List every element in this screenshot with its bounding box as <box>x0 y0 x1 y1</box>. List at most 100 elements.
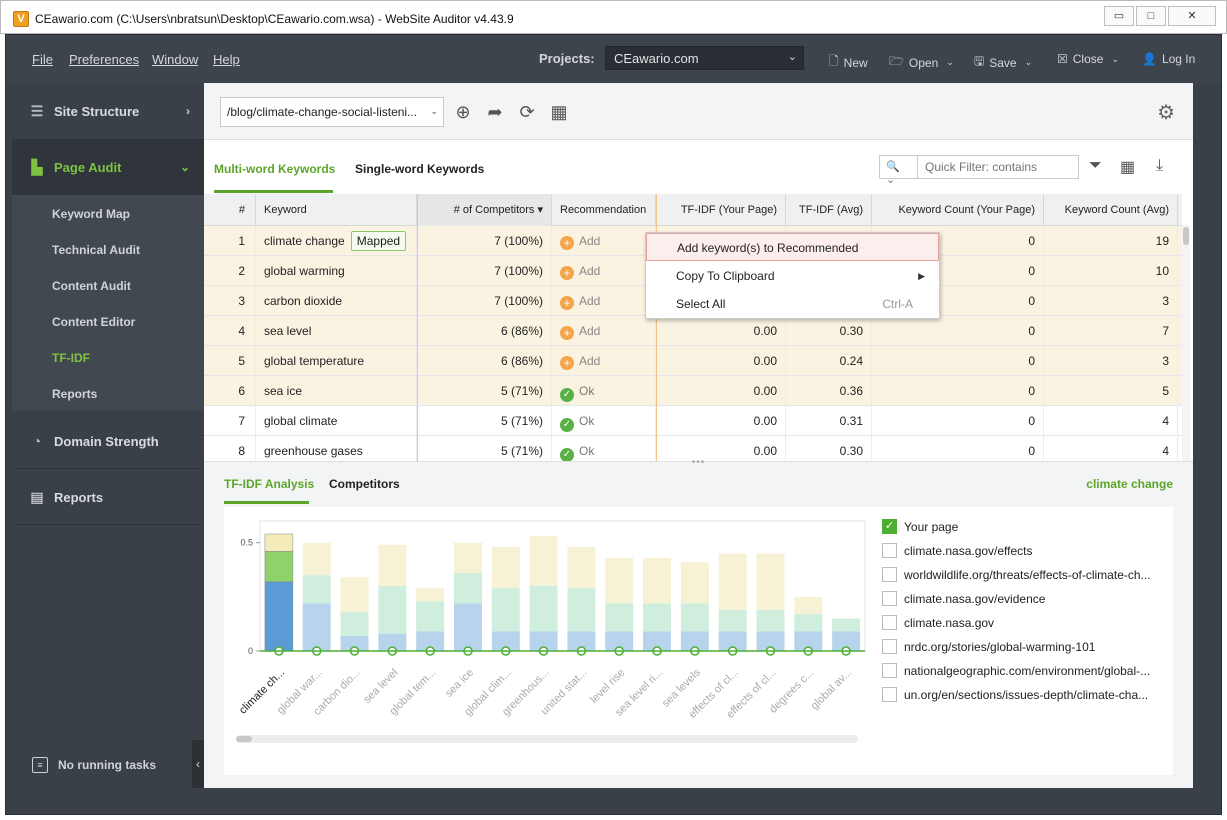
new-button[interactable]: 🗋 New <box>829 52 868 73</box>
chevron-down-icon[interactable]: ⌄ <box>946 57 954 67</box>
filter-funnel-icon[interactable]: ⏷ <box>1089 157 1102 174</box>
legend-label: climate.nasa.gov <box>904 615 995 630</box>
cell-number-value: 4 <box>238 324 245 338</box>
recommendation-label[interactable]: Ok <box>579 444 595 458</box>
legend-label: worldwildlife.org/threats/effects-of-cli… <box>904 567 1151 582</box>
collapse-sidebar-button[interactable]: ‹ <box>192 740 204 788</box>
legend-checkbox[interactable] <box>882 615 897 630</box>
cell-count-page-value: 0 <box>1028 294 1035 308</box>
scrollbar-thumb[interactable] <box>1183 227 1189 245</box>
columns-grid-icon[interactable]: ▦ <box>1120 159 1136 176</box>
col-header-count-page[interactable]: Keyword Count (Your Page) <box>872 194 1044 226</box>
legend-item[interactable]: climate.nasa.gov <box>882 615 1172 630</box>
table-row[interactable]: 6 sea ice 5 (71%) ✓ Ok 0.00 0.36 0 5 <box>204 376 1182 406</box>
recommendation-label[interactable]: Ok <box>579 414 595 428</box>
chevron-down-icon[interactable]: ⌄ <box>1111 53 1119 64</box>
cell-tfidf-avg-value: 0.30 <box>839 324 863 338</box>
legend-checkbox[interactable] <box>882 639 897 654</box>
menu-item-select-all[interactable]: Select All Ctrl-A <box>646 290 939 318</box>
legend-checkbox[interactable] <box>882 543 897 558</box>
table-row[interactable]: 5 global temperature 6 (86%) + Add 0.00 0.24 0 3 <box>204 346 1182 376</box>
login-button[interactable]: 👤 Log In <box>1142 52 1195 66</box>
filter-mode-dropdown[interactable]: 🔍 ⌄ <box>879 155 917 186</box>
tab-multi-word-keywords[interactable]: Multi-word Keywords <box>214 162 336 176</box>
legend-item[interactable]: un.org/en/sections/issues-depth/climate-… <box>882 687 1172 702</box>
x-tick-label: level rise <box>588 667 627 706</box>
quick-filter-input[interactable] <box>917 155 1079 179</box>
legend-checkbox[interactable] <box>882 591 897 606</box>
recommendation-label[interactable]: Add <box>579 354 601 368</box>
pane-splitter[interactable]: ••• <box>204 458 1193 468</box>
table-scrollbar[interactable] <box>1182 225 1190 461</box>
sidebar-item-domain-strength[interactable]: ◔ Domain Strength <box>12 413 204 469</box>
open-button[interactable]: 🗁 Open ⌄ <box>889 52 954 73</box>
scrollbar-thumb[interactable] <box>236 736 252 742</box>
legend-checkbox[interactable] <box>882 663 897 678</box>
gear-icon[interactable]: ⚙ <box>1157 102 1175 124</box>
cell-competitors: 5 (71%) <box>417 406 552 436</box>
project-select[interactable]: CEawario.com ⌄ <box>605 46 804 70</box>
col-header-tfidf-avg[interactable]: TF-IDF (Avg) <box>786 194 872 226</box>
tab-tfidf-analysis[interactable]: TF-IDF Analysis <box>224 477 315 491</box>
table-row[interactable]: 4 sea level 6 (86%) + Add 0.00 0.30 0 7 <box>204 316 1182 346</box>
sidebar-item-tf-idf[interactable]: TF-IDF <box>52 351 90 365</box>
refresh-icon[interactable]: ⟳ <box>519 102 535 122</box>
cell-recommendation: ✓ Ok <box>552 376 656 406</box>
col-header-number[interactable]: # <box>204 194 256 226</box>
menu-item-copy-to-clipboard[interactable]: Copy To Clipboard ▶ <box>646 262 939 290</box>
col-header-count-avg[interactable]: Keyword Count (Avg) <box>1044 194 1178 226</box>
legend-checkbox[interactable]: ✓ <box>882 519 897 534</box>
bar-segment-yellow <box>605 557 634 604</box>
add-circle-icon[interactable]: ⊕ <box>455 102 471 122</box>
legend-item[interactable]: worldwildlife.org/threats/effects-of-cli… <box>882 567 1172 582</box>
menu-item-add-to-recommended[interactable]: Add keyword(s) to Recommended <box>646 233 939 261</box>
sidebar-item-content-audit[interactable]: Content Audit <box>52 279 131 293</box>
sidebar-item-page-audit[interactable]: ▙ Page Audit ⌄ <box>12 139 204 195</box>
legend-checkbox[interactable] <box>882 687 897 702</box>
recommendation-label[interactable]: Add <box>579 294 601 308</box>
sidebar-item-site-structure[interactable]: ☰ Site Structure › <box>12 83 204 139</box>
recommendation-label[interactable]: Add <box>579 234 601 248</box>
legend-checkbox[interactable] <box>882 567 897 582</box>
tab-competitors[interactable]: Competitors <box>329 477 400 491</box>
maximize-button[interactable]: □ <box>1136 6 1166 26</box>
menu-window[interactable]: Window <box>152 52 199 67</box>
tab-single-word-keywords[interactable]: Single-word Keywords <box>355 162 485 176</box>
sidebar-item-keyword-map[interactable]: Keyword Map <box>52 207 131 221</box>
table-row[interactable]: 7 global climate 5 (71%) ✓ Ok 0.00 0.31 0 4 <box>204 406 1182 436</box>
chart-scrollbar[interactable] <box>236 735 858 743</box>
save-button[interactable]: 🖫 Save ⌄ <box>974 52 1032 73</box>
col-header-recommendation[interactable]: Recommendation <box>552 194 656 226</box>
bar-segment-blue <box>453 603 482 651</box>
sidebar-item-technical-audit[interactable]: Technical Audit <box>52 243 141 257</box>
menu-preferences[interactable]: Preferences <box>69 52 140 67</box>
chevron-down-icon[interactable]: ⌄ <box>1024 57 1033 67</box>
page-url-select[interactable]: /blog/climate-change-social-listeni... ⌄ <box>220 97 444 127</box>
legend-item[interactable]: nrdc.org/stories/global-warming-101 <box>882 639 1172 654</box>
legend-item[interactable]: ✓ Your page <box>882 519 1172 534</box>
legend-item[interactable]: nationalgeographic.com/environment/globa… <box>882 663 1172 678</box>
sidebar-item-reports[interactable]: ▤ Reports <box>12 469 204 525</box>
legend-item[interactable]: climate.nasa.gov/evidence <box>882 591 1172 606</box>
sidebar-item-content-editor[interactable]: Content Editor <box>52 315 136 329</box>
recommendation-label[interactable]: Add <box>579 324 601 338</box>
minimize-button[interactable]: ▭ <box>1104 6 1134 26</box>
menu-item-label: Add keyword(s) to Recommended <box>677 241 859 255</box>
col-header-competitors[interactable]: # of Competitors ▾ <box>417 194 552 226</box>
recommendation-label[interactable]: Ok <box>579 384 595 398</box>
col-header-tfidf-page[interactable]: TF-IDF (Your Page) <box>656 194 786 226</box>
share-arrow-icon[interactable]: ➦ <box>487 102 503 122</box>
menu-file[interactable]: File <box>32 52 53 67</box>
task-status[interactable]: ≡ No running tasks <box>32 757 156 773</box>
menu-help[interactable]: Help <box>213 52 240 67</box>
project-select-value: CEawario.com <box>614 51 699 66</box>
legend-item[interactable]: climate.nasa.gov/effects <box>882 543 1172 558</box>
cell-number-value: 5 <box>238 354 245 368</box>
col-header-keyword[interactable]: Keyword <box>256 194 417 226</box>
download-icon[interactable]: ⤓ <box>1156 157 1164 174</box>
recommendation-label[interactable]: Add <box>579 264 601 278</box>
sidebar-item-reports-sub[interactable]: Reports <box>52 387 98 401</box>
close-window-button[interactable]: ✕ <box>1168 6 1216 26</box>
close-project-button[interactable]: ☒ Close ⌄ <box>1057 52 1119 66</box>
schedule-calendar-icon[interactable]: ▦ <box>550 102 568 122</box>
